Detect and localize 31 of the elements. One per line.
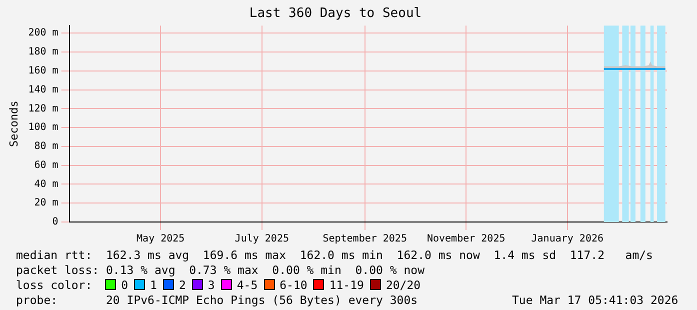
text: 6-10 bbox=[280, 278, 308, 292]
x-tick-label: May 2025 bbox=[136, 234, 185, 245]
x-tick-label: September 2025 bbox=[322, 234, 407, 245]
x-tick-label: November 2025 bbox=[426, 234, 506, 245]
y-tick-label: 180 m bbox=[28, 46, 58, 58]
y-tick-label: 200 m bbox=[28, 28, 58, 39]
x-tick-label: July 2025 bbox=[234, 234, 289, 245]
y-axis-title: Seconds bbox=[7, 100, 20, 147]
x-tick-label: January 2026 bbox=[531, 234, 604, 245]
y-tick-label: 20 m bbox=[34, 198, 58, 209]
y-tick-label: 60 m bbox=[34, 160, 58, 171]
chart-title: Last 360 Days to Seoul bbox=[249, 6, 422, 22]
text: median rtt: 162.3 ms avg 169.6 ms max 162.0 ms min 162.0 ms now 1.4 ms sd 117.2 am/s bbox=[16, 248, 653, 262]
text: probe: 20 IPv6-ICMP Echo Pings (56 Bytes) every 300s bbox=[16, 293, 418, 307]
y-tick-label: 120 m bbox=[28, 103, 58, 114]
y-tick-label: 40 m bbox=[34, 178, 58, 190]
text: 3 bbox=[208, 278, 215, 292]
y-tick-label: 100 m bbox=[28, 122, 58, 134]
text: Tue Mar 17 05:41:03 2026 bbox=[512, 293, 678, 307]
text: 1 bbox=[150, 278, 157, 292]
text: packet loss: 0.13 % avg 0.73 % max 0.00 % min 0.00 % now bbox=[16, 263, 424, 277]
y-tick-label: 0 bbox=[52, 216, 58, 228]
text: 11-19 bbox=[329, 278, 364, 292]
text: 0 bbox=[121, 278, 128, 292]
text: 20/20 bbox=[386, 278, 421, 292]
text: loss color: bbox=[16, 278, 94, 292]
text: 4-5 bbox=[236, 278, 258, 292]
y-tick-label: 160 m bbox=[28, 66, 58, 77]
y-tick-label: 80 m bbox=[34, 141, 58, 152]
y-tick-label: 140 m bbox=[28, 84, 58, 96]
text: 2 bbox=[178, 278, 186, 292]
